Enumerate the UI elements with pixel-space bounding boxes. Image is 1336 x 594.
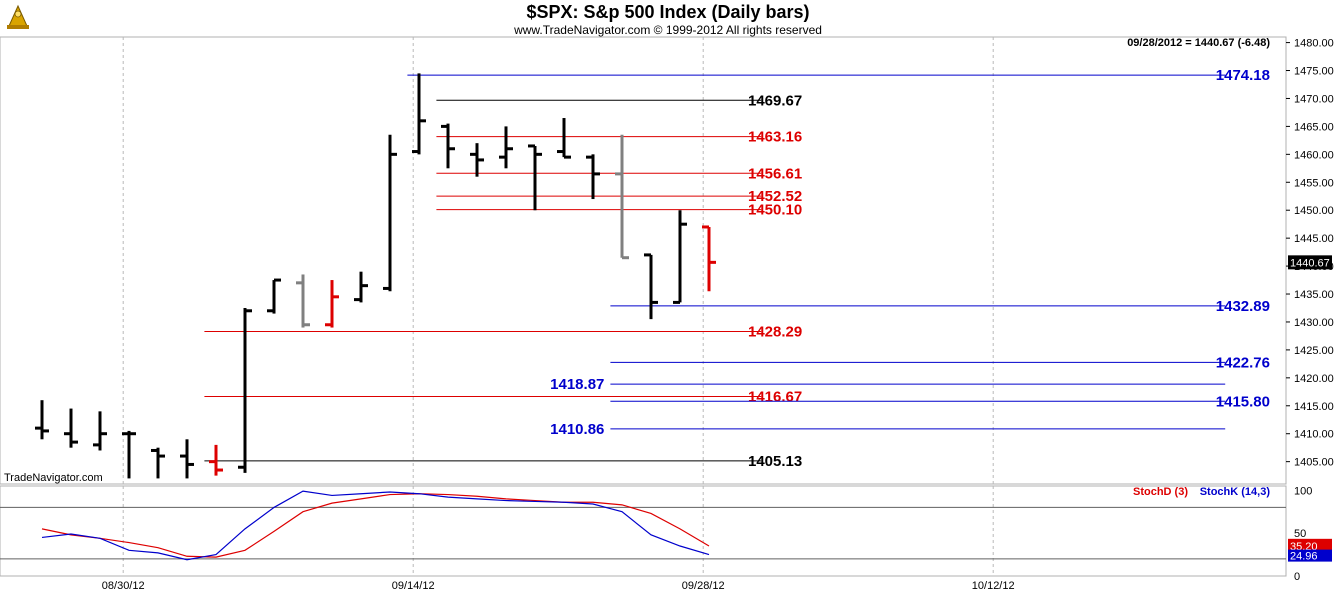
x-tick-label-2: 09/28/12 [682,580,725,592]
stoch-tick-label: 0 [1294,571,1300,583]
stochk-last-flag [1288,549,1332,562]
ohlc-bar-8 [267,278,281,314]
level-label-1452.52: 1452.52 [748,188,802,205]
price-tick-label: 1425.00 [1294,345,1334,357]
price-bars [35,73,716,479]
level-label-1432.89: 1432.89 [1216,298,1270,315]
x-tick-label-0: 08/30/12 [102,580,145,592]
ohlc-bar-16 [499,126,513,169]
level-label-1416.67: 1416.67 [748,388,802,405]
level-label-1469.67: 1469.67 [748,92,802,109]
price-tick-label: 1460.00 [1294,149,1334,161]
ohlc-bar-17 [528,144,542,211]
price-tick-label: 1415.00 [1294,401,1334,413]
level-label-1450.10: 1450.10 [748,202,802,219]
ohlc-bar-20 [615,134,629,260]
ohlc-bar-2 [93,411,107,451]
last-price-label: 1440.67 [1290,257,1330,269]
ohlc-bar-0 [35,400,49,440]
x-tick-label-1: 09/14/12 [392,580,435,592]
stochastic-grid [0,486,1286,576]
x-tick-label-3: 10/12/12 [972,580,1015,592]
ohlc-bar-9 [296,274,310,328]
ohlc-bar-10 [325,280,339,328]
stoch-series-stochd [41,493,710,558]
price-levels: 1474.18 1469.67 1463.16 1456.61 1452.521450.… [204,67,1270,470]
level-label-1415.80: 1415.80 [1216,393,1270,410]
ohlc-bar-3 [122,430,136,479]
ohlc-bar-23 [702,225,716,292]
ohlc-bar-22 [673,210,687,304]
chart-title: $SPX: S&p 500 Index (Daily bars) [526,2,809,22]
stochastic-panel: StochD (3) StochK (14,3) [0,485,1287,577]
level-label-1418.87: 1418.87 [550,376,604,393]
chart-subtitle: www.TradeNavigator.com © 1999-2012 All r… [513,23,822,37]
price-tick-label: 1435.00 [1294,289,1334,301]
ohlc-bar-14 [441,123,455,169]
price-tick-label: 1445.00 [1294,233,1334,245]
price-tick-label: 1420.00 [1294,373,1334,385]
price-axis: 1405.00 1410.00 1415.00 1420.00 1425.00 1430.… [1286,38,1334,469]
stochk-last-label: 24.96 [1290,551,1318,563]
ohlc-bar-13 [412,73,426,155]
last-price-flag [1288,255,1332,270]
level-label-1456.61: 1456.61 [748,165,802,182]
stoch-series-stochk [41,490,710,561]
stochastic-lines [41,490,710,561]
last-bar-label: 09/28/2012 = 1440.67 (-6.48) [1127,37,1270,49]
ohlc-bar-12 [383,134,397,292]
ohlc-bar-15 [470,143,484,177]
ohlc-bar-19 [586,154,600,200]
ohlc-bar-18 [557,118,571,159]
price-tick-label: 1465.00 [1294,121,1334,133]
level-label-1428.29: 1428.29 [748,324,802,341]
ohlc-bar-11 [354,271,368,303]
level-label-1405.13: 1405.13 [748,453,802,470]
price-grid [122,37,994,484]
legend-stochd: StochD (3) [1133,486,1188,498]
stochd-last-flag [1288,538,1332,552]
price-tick-label: 1470.00 [1294,93,1334,105]
price-tick-label: 1480.00 [1294,38,1334,50]
stoch-tick-label: 50 [1294,528,1306,540]
level-label-1474.18: 1474.18 [1216,67,1270,84]
logo-icon [4,2,32,30]
x-axis: 08/30/12 09/14/12 09/28/12 10/12/12 [102,580,1015,592]
watermark: TradeNavigator.com [4,472,103,484]
stoch-tick-label: 100 [1294,485,1312,497]
ohlc-bar-6 [209,444,223,476]
price-tick-label: 1475.00 [1294,66,1334,78]
price-tick-label: 1405.00 [1294,457,1334,469]
level-label-1463.16: 1463.16 [748,129,802,146]
level-label-1410.86: 1410.86 [550,421,604,438]
ohlc-bar-1 [64,408,78,448]
ohlc-bar-7 [238,307,252,473]
price-tick-label: 1455.00 [1294,177,1334,189]
legend-stochk: StochK (14,3) [1200,486,1271,498]
price-tick-label: 1430.00 [1294,317,1334,329]
price-tick-label: 1450.00 [1294,205,1334,217]
price-tick-label: 1410.00 [1294,429,1334,441]
price-panel: 1474.18 1469.67 1463.16 1456.61 1452.521450.… [0,36,1287,485]
ohlc-bar-5 [180,439,194,479]
level-label-1422.76: 1422.76 [1216,354,1270,371]
ohlc-bar-4 [151,447,165,479]
ohlc-bar-21 [644,253,658,320]
